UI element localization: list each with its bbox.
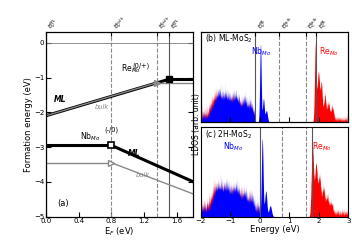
X-axis label: Energy (eV): Energy (eV) [250,225,300,234]
Text: (0/+): (0/+) [132,63,149,69]
Text: Nb$_{Mo}$: Nb$_{Mo}$ [223,140,243,153]
Text: Re$_{Mo}$: Re$_{Mo}$ [121,62,141,75]
Text: bulk: bulk [95,104,109,110]
Text: bulk: bulk [136,172,150,178]
Text: LDOS (arb. unit): LDOS (arb. unit) [192,94,201,155]
Text: ML: ML [54,95,67,104]
Text: Nb$_{Mo}$: Nb$_{Mo}$ [251,46,271,58]
Y-axis label: Formation energy (eV): Formation energy (eV) [24,77,33,172]
Text: (-/0): (-/0) [105,126,119,133]
Text: (a): (a) [58,198,69,208]
Text: (b) ML-MoS$_2$: (b) ML-MoS$_2$ [205,32,253,45]
Text: Nb$_{Mo}$: Nb$_{Mo}$ [80,130,101,143]
Text: Re$_{Mo}$: Re$_{Mo}$ [312,140,331,153]
Text: Re$_{Mo}$: Re$_{Mo}$ [319,46,339,58]
Text: (c) 2H-MoS$_2$: (c) 2H-MoS$_2$ [205,128,252,141]
X-axis label: E$_F$ (eV): E$_F$ (eV) [105,225,135,238]
Text: ML: ML [128,149,140,158]
